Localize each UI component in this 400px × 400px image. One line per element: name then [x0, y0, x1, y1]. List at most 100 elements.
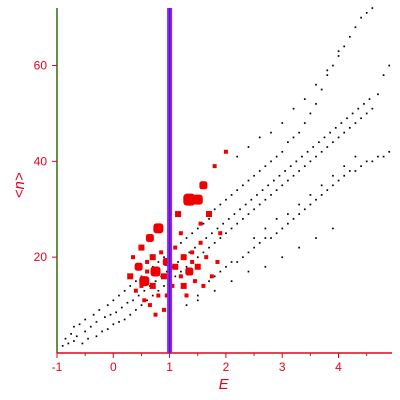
data-point: [315, 103, 317, 105]
data-point: [202, 251, 205, 254]
data-point: [303, 122, 306, 124]
data-point: [177, 261, 179, 263]
data-point: [199, 181, 208, 190]
data-point: [153, 223, 164, 234]
data-point: [278, 174, 281, 177]
data-point: [191, 232, 194, 235]
data-point: [143, 289, 146, 292]
data-point: [178, 231, 183, 236]
data-point: [190, 259, 195, 264]
data-point: [309, 160, 312, 163]
data-point: [70, 333, 72, 335]
data-point: [142, 298, 147, 303]
data-point: [287, 141, 289, 144]
data-point: [337, 50, 340, 53]
data-point: [170, 283, 175, 288]
data-point: [363, 103, 365, 105]
data-point: [196, 294, 199, 297]
data-point: [244, 203, 247, 206]
data-point: [303, 208, 306, 211]
data-point: [275, 232, 278, 235]
data-point: [343, 45, 346, 48]
data-point: [201, 283, 206, 288]
data-point: [157, 289, 160, 292]
data-point: [139, 276, 150, 287]
data-point: [215, 259, 220, 264]
data-point: [120, 306, 123, 309]
data-point: [165, 270, 168, 273]
y-tick-label: 40: [34, 154, 48, 168]
data-point: [219, 237, 222, 239]
data-point: [64, 337, 67, 340]
data-point: [360, 165, 362, 168]
data-point: [227, 218, 230, 220]
data-point: [315, 198, 317, 201]
data-point: [185, 265, 188, 268]
data-point: [209, 274, 214, 279]
data-point: [185, 304, 188, 306]
data-point: [134, 262, 143, 271]
data-point: [163, 256, 165, 259]
data-point: [332, 227, 334, 230]
data-point: [131, 255, 136, 260]
data-point: [149, 254, 156, 261]
data-point: [212, 164, 217, 169]
data-point: [104, 316, 106, 318]
data-point: [185, 267, 194, 276]
data-point: [198, 221, 203, 226]
y-tick-label: 20: [34, 250, 48, 264]
data-point: [115, 311, 118, 314]
data-point: [153, 312, 158, 317]
data-point: [175, 211, 182, 218]
data-point: [132, 299, 134, 302]
data-point: [160, 273, 167, 280]
data-point: [192, 194, 203, 205]
data-point: [264, 198, 267, 201]
data-point: [106, 328, 109, 330]
data-point: [247, 179, 250, 182]
data-point: [213, 275, 216, 278]
data-point: [236, 155, 239, 158]
data-point: [206, 211, 213, 218]
data-point: [332, 141, 334, 144]
data-point: [137, 294, 140, 297]
data-point: [354, 122, 357, 124]
red-series: [127, 149, 228, 317]
data-point: [326, 74, 329, 76]
data-point: [377, 93, 379, 96]
data-point: [270, 131, 272, 134]
data-point: [377, 155, 379, 158]
data-point: [275, 218, 278, 220]
data-point: [323, 136, 326, 139]
data-point: [365, 11, 368, 14]
x-tick-label: -1: [52, 360, 63, 374]
data-point: [156, 293, 161, 298]
data-point: [213, 208, 216, 211]
data-point: [225, 198, 227, 201]
data-point: [190, 250, 195, 255]
data-point: [145, 234, 154, 242]
data-point: [292, 107, 295, 110]
data-point: [202, 222, 205, 225]
data-point: [320, 88, 323, 91]
data-point: [138, 244, 145, 251]
x-tick-label: 0: [110, 360, 117, 374]
data-point: [281, 184, 284, 187]
data-point: [264, 265, 267, 268]
data-point: [194, 246, 196, 249]
data-point: [106, 304, 109, 306]
data-point: [287, 213, 289, 215]
data-point: [127, 273, 134, 280]
data-point: [320, 194, 323, 196]
data-point: [289, 165, 292, 168]
data-point: [253, 237, 255, 239]
data-point: [346, 117, 348, 120]
data-point: [281, 150, 284, 153]
data-point: [253, 208, 255, 211]
data-point: [225, 265, 227, 268]
data-point: [95, 321, 98, 323]
data-point: [196, 227, 199, 230]
data-point: [101, 330, 103, 333]
data-point: [357, 107, 360, 110]
data-point: [365, 160, 368, 163]
